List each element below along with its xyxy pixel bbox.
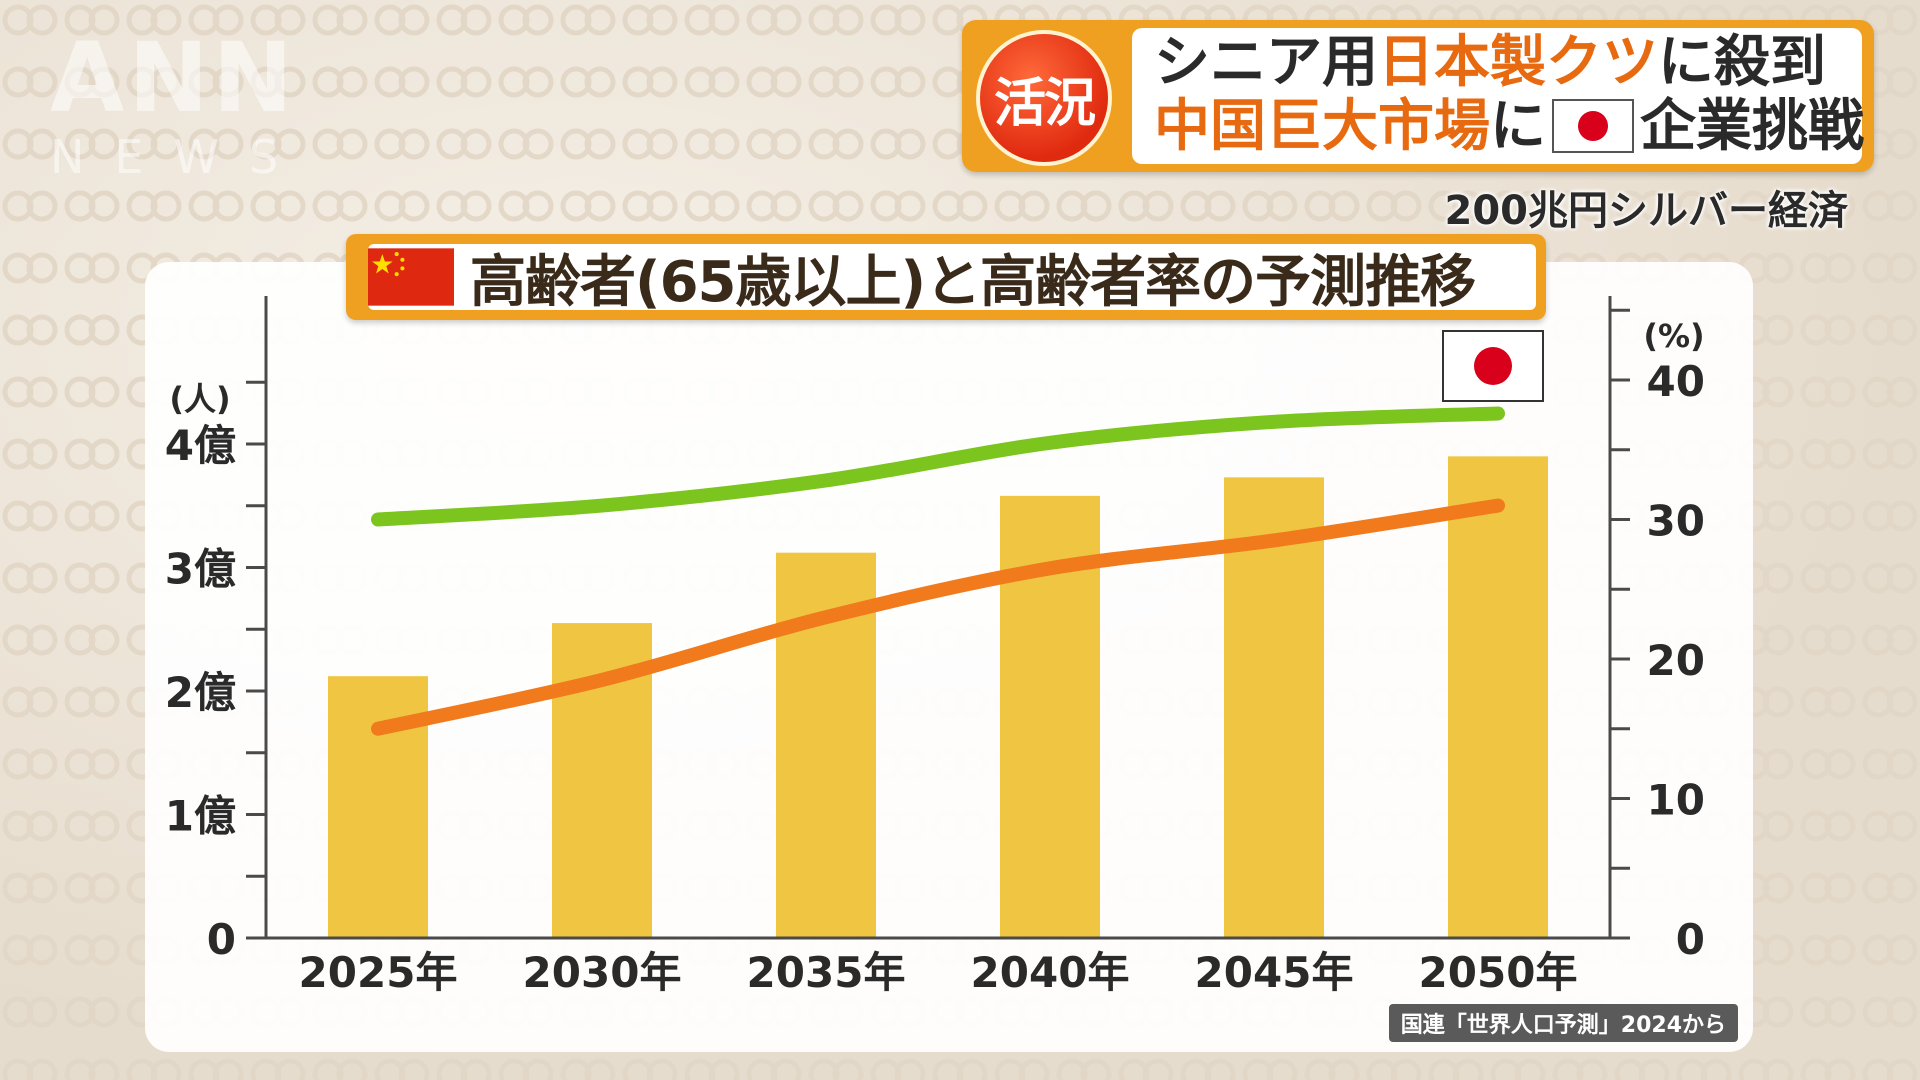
x-tick-label: 2040年 (971, 948, 1130, 997)
x-tick-label: 2050年 (1419, 948, 1578, 997)
chart-title: 高齢者(65歳以上)と高齢者率の予測推移 (470, 249, 1476, 315)
left-tick-label: 4億 (165, 421, 236, 470)
headline-banner: 活況 シニア用日本製クツに殺到 中国巨大市場に 企業挑戦 (962, 20, 1874, 172)
headline-badge: 活況 (976, 30, 1112, 166)
right-tick-label: 20 (1647, 636, 1705, 685)
china-rate-line (371, 498, 1505, 736)
right-tick-label: 30 (1647, 497, 1705, 546)
headline-line1-part1: シニア用 (1154, 30, 1378, 95)
x-tick-label: 2045年 (1195, 948, 1354, 997)
bar (1224, 477, 1324, 938)
x-tick-label: 2025年 (299, 948, 458, 997)
right-axis-unit: (%) (1643, 317, 1704, 355)
headline-line2-highlight: 中国巨大市場 (1154, 94, 1490, 159)
headline-line2-part2: 企業挑戦 (1640, 94, 1864, 159)
headline-line-2: 中国巨大市場に 企業挑戦 (1154, 96, 1864, 158)
left-tick-label: 1億 (165, 792, 236, 841)
right-tick-label: 10 (1647, 776, 1705, 825)
logo-main-text: ANN (50, 22, 297, 134)
right-tick-label: 0 (1676, 915, 1705, 964)
headline-line-1: シニア用日本製クツに殺到 (1154, 32, 1826, 94)
x-tick-label: 2030年 (523, 948, 682, 997)
china-flag-icon (368, 248, 454, 306)
chart-title-banner: 高齢者(65歳以上)と高齢者率の予測推移 (346, 234, 1546, 320)
logo-sub-text: NEWS (50, 130, 309, 184)
source-caption: 国連「世界人口予測」2024から (1388, 1004, 1738, 1042)
left-axis-unit: (人) (169, 380, 230, 418)
headline-line1-part2: に殺到 (1658, 30, 1826, 95)
headline-title-panel: シニア用日本製クツに殺到 中国巨大市場に 企業挑戦 (1132, 28, 1864, 164)
japan-flag-legend-icon (1442, 330, 1544, 402)
left-tick-label: 3億 (165, 545, 236, 594)
left-tick-label: 2億 (165, 668, 236, 717)
channel-logo: ANN NEWS (50, 30, 370, 200)
left-tick-label: 0 (207, 915, 236, 964)
bar (1448, 456, 1548, 938)
tagline: 200兆円シルバー経済 (1444, 188, 1849, 234)
x-tick-label: 2035年 (747, 948, 906, 997)
japan-flag-icon (1552, 98, 1634, 153)
headline-line1-highlight: 日本製クツ (1378, 30, 1658, 95)
headline-line2-part1: に (1490, 94, 1546, 159)
japan-rate-line (371, 406, 1505, 527)
right-tick-label: 40 (1647, 357, 1705, 406)
